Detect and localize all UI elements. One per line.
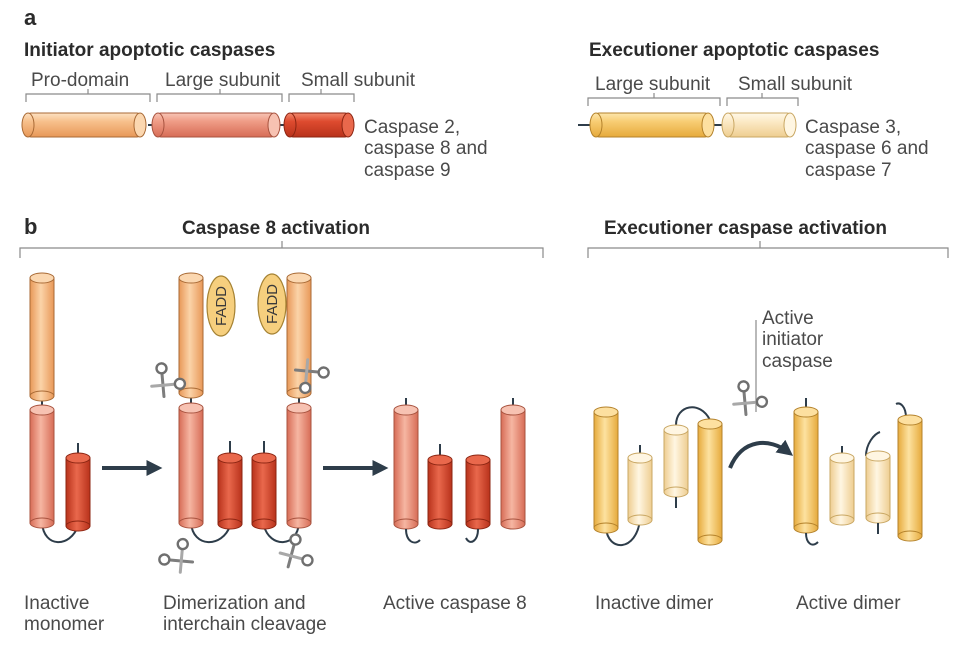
executioner-activation-arrow [728,439,794,469]
executioner-caspases-title: Executioner apoptotic caspases [589,40,880,61]
executioner-brackets [587,93,799,106]
executioner-caspase-members: Caspase 3, caspase 6 and caspase 7 [805,117,929,181]
initiator-caspase-members: Caspase 2, caspase 8 and caspase 9 [364,117,488,181]
executioner-linear-caspase [578,112,797,138]
active-dimer-caption: Active dimer [796,593,901,614]
fadd-adaptor-right: FADD [257,273,287,335]
initiator-brackets [25,89,355,102]
fadd-label-left: FADD [213,286,230,326]
dimerizing-caspase8 [178,272,312,544]
inactive-monomer-caption: Inactive monomer [24,593,105,636]
inactive-monomer [29,272,91,544]
panel-b-brackets [19,241,949,258]
inactive-dimer-caption: Inactive dimer [595,593,714,614]
active-caspase8 [393,398,526,544]
panel-b-letter: b [24,214,38,239]
scissors-icon [725,377,771,422]
initiator-large-subunit-label: Large subunit [165,70,281,91]
inactive-executioner-dimer [593,406,723,546]
executioner-activation-title: Executioner caspase activation [604,218,888,239]
pro-domain-label: Pro-domain [31,70,130,91]
active-executioner-dimer [793,398,923,546]
caspase8-activation-title: Caspase 8 activation [182,218,370,239]
executioner-small-subunit-label: Small subunit [738,74,853,95]
scissors-icon [274,531,316,577]
executioner-large-subunit-label: Large subunit [595,74,711,95]
initiator-linear-caspase [21,112,355,138]
initiator-small-subunit-label: Small subunit [301,70,416,91]
dimerization-caption: Dimerization and interchain cleavage [163,593,327,636]
panel-a-letter: a [24,5,37,30]
fadd-adaptor-left: FADD [206,275,236,337]
fadd-label-right: FADD [264,284,281,324]
scissors-icon [155,535,201,580]
initiator-caspases-title: Initiator apoptotic caspases [24,40,276,61]
active-caspase8-caption: Active caspase 8 [383,593,527,614]
active-initiator-caspase-label: Active initiator caspase [762,308,833,372]
